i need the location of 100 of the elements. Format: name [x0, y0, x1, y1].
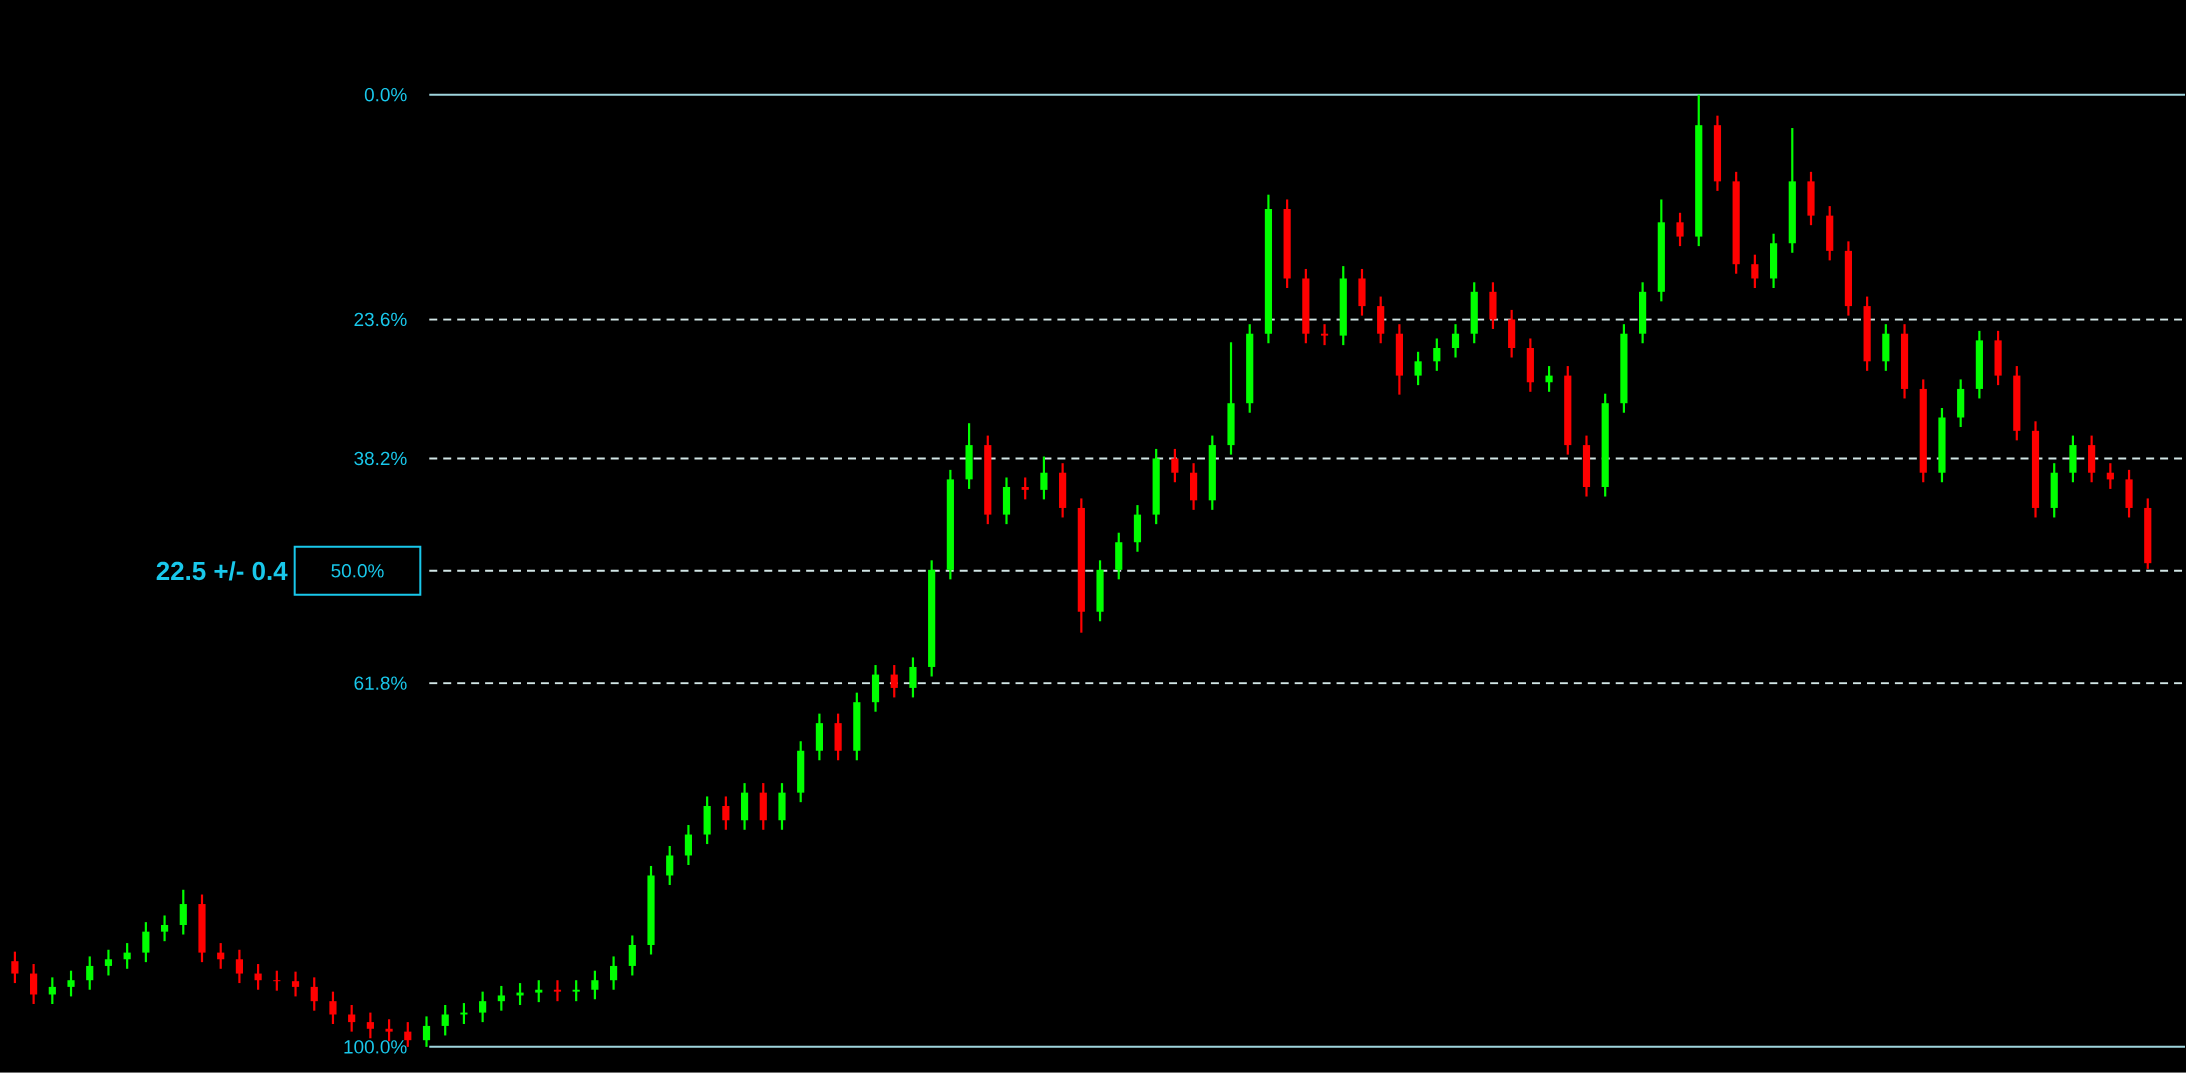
candlestick — [1246, 323, 1254, 414]
candlestick — [797, 740, 805, 804]
candlestick — [1021, 476, 1029, 501]
candlestick — [1545, 365, 1553, 393]
candlestick — [1695, 93, 1703, 248]
candlestick — [1208, 434, 1216, 512]
candlestick — [1769, 232, 1778, 290]
candlestick — [1844, 240, 1853, 317]
candlestick — [1526, 337, 1534, 393]
candlestick — [11, 950, 19, 985]
candlestick — [1788, 127, 1796, 254]
candlestick — [628, 934, 636, 977]
candlestick — [1751, 253, 1759, 290]
candlestick — [1115, 531, 1123, 581]
candlestick — [890, 664, 898, 699]
candlestick — [610, 955, 618, 991]
candlestick — [1489, 281, 1497, 331]
candlestick — [1919, 378, 1927, 484]
candlestick — [1395, 323, 1403, 396]
candlestick — [984, 434, 992, 526]
candlestick — [2050, 462, 2058, 519]
candlestick — [1508, 308, 1516, 359]
candlestick — [1096, 559, 1104, 623]
candlestick — [1564, 365, 1572, 456]
candlestick — [48, 976, 56, 1006]
candlestick — [1470, 281, 1478, 345]
candlestick — [1582, 434, 1591, 498]
candlestick — [871, 664, 880, 713]
candlestick — [273, 969, 281, 992]
candlestick — [310, 976, 318, 1012]
candlestick — [1433, 337, 1441, 373]
candlestick — [67, 969, 75, 998]
candlestick — [909, 656, 917, 699]
candlestick — [1957, 378, 1965, 429]
candlestick — [1302, 267, 1310, 345]
candlestick — [1639, 281, 1647, 345]
candlestick — [834, 712, 842, 762]
candlestick — [1807, 170, 1815, 227]
candlestick — [815, 712, 823, 762]
candlestick — [1339, 265, 1347, 347]
candlestick — [1320, 323, 1329, 347]
candlestick — [1358, 267, 1366, 317]
candlestick — [30, 963, 38, 1006]
candlestick — [1601, 392, 1609, 498]
candlestick — [1994, 329, 2002, 387]
candlestick — [572, 979, 580, 1003]
candlestick — [1002, 476, 1011, 526]
candlestick — [235, 948, 243, 985]
candlestick — [142, 921, 150, 964]
candlestick — [1414, 350, 1422, 387]
candlestick — [441, 1003, 449, 1037]
candlestick — [86, 955, 94, 991]
candlestick — [1077, 497, 1085, 634]
ref-line-label: 50.0% — [331, 564, 384, 578]
candlestick — [179, 888, 187, 936]
candlestick — [591, 969, 599, 1001]
candlestick — [535, 979, 543, 1004]
candlestick — [778, 782, 786, 831]
candlestick — [1826, 205, 1834, 262]
candlestick — [1713, 114, 1722, 193]
candlestick — [684, 824, 693, 867]
candlestick — [946, 468, 954, 581]
candlestick — [740, 782, 749, 831]
candlestick — [2069, 434, 2077, 484]
candlestick — [291, 970, 300, 998]
candlestick — [198, 893, 206, 964]
candlestick — [1227, 341, 1235, 456]
candlestick — [1171, 447, 1179, 484]
ref-line-label: 23.6% — [354, 312, 407, 327]
candlestick — [759, 782, 767, 831]
candlestick — [965, 422, 973, 491]
ref-line-label: 38.2% — [354, 451, 407, 466]
candlestick — [1059, 462, 1067, 519]
candlestick — [479, 990, 487, 1024]
candlestick — [329, 990, 337, 1026]
candlestick — [1938, 406, 1946, 484]
candlestick — [1040, 455, 1048, 501]
candlestick — [1900, 323, 1909, 400]
candlestick — [1975, 329, 1983, 400]
candlestick — [497, 984, 505, 1012]
candlestick — [1676, 211, 1684, 248]
annotation: 22.5 +/- 0.4 — [156, 561, 288, 581]
ref-line-label: 100.0% — [344, 1040, 407, 1054]
candlestick — [1620, 323, 1628, 414]
candlestick — [1732, 170, 1740, 275]
candlestick — [160, 914, 169, 943]
candlestick — [553, 979, 562, 1003]
candlestick — [2144, 497, 2152, 571]
candlestick — [366, 1011, 374, 1040]
candlestick — [1133, 504, 1142, 553]
candlestick — [1190, 462, 1198, 512]
candlestick — [1882, 323, 1890, 373]
candlestick — [853, 691, 861, 762]
candlestick — [1657, 198, 1665, 303]
candlestick — [928, 559, 936, 678]
ref-line-label: 0.0% — [364, 88, 407, 102]
candlestick — [1863, 295, 1871, 373]
candlestick — [703, 795, 711, 846]
ref-line-label: 61.8% — [354, 676, 407, 690]
candlestick — [1451, 323, 1460, 359]
